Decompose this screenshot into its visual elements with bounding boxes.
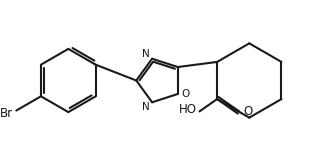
Text: O: O <box>181 89 190 99</box>
Text: N: N <box>142 49 150 59</box>
Text: HO: HO <box>179 103 197 116</box>
Text: O: O <box>244 105 253 118</box>
Text: Br: Br <box>0 107 13 120</box>
Text: N: N <box>142 102 150 112</box>
